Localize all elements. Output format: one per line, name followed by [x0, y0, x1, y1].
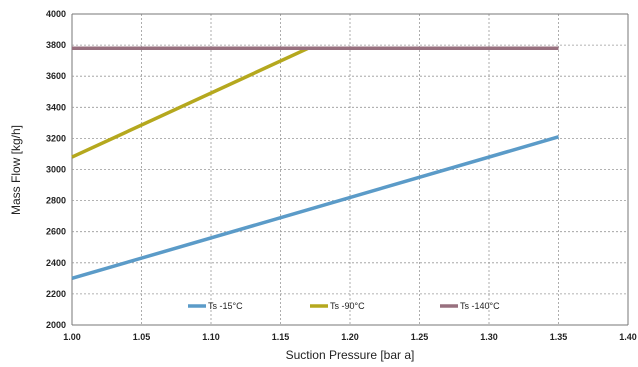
x-tick-label: 1.10: [202, 332, 220, 342]
x-tick-label: 1.40: [619, 332, 637, 342]
series-lines: [71, 46, 559, 281]
y-tick-label: 4000: [46, 9, 66, 19]
series-line: [71, 135, 559, 281]
x-tick-label: 1.25: [411, 332, 429, 342]
y-tick-label: 2200: [46, 289, 66, 299]
y-tick-label: 3600: [46, 71, 66, 81]
y-tick-label: 2400: [46, 258, 66, 268]
x-tick-label: 1.15: [272, 332, 290, 342]
legend: Ts -15°C Ts -90°C Ts -140°C: [188, 301, 500, 311]
y-tick-label: 2000: [46, 320, 66, 330]
x-tick-label: 1.05: [133, 332, 151, 342]
y-tick-label: 2600: [46, 227, 66, 237]
legend-label: Ts -15°C: [208, 301, 243, 311]
y-tick-label: 3000: [46, 165, 66, 175]
y-tick-label: 3200: [46, 133, 66, 143]
y-tick-labels: 2000 2200 2400 2600 2800 3000 3200 3400 3600 3800…: [46, 9, 66, 330]
x-axis-title: Suction Pressure [bar a]: [286, 348, 415, 362]
x-tick-label: 1.35: [550, 332, 568, 342]
x-tick-label: 1.20: [341, 332, 359, 342]
legend-label: Ts -140°C: [460, 301, 500, 311]
y-tick-label: 3400: [46, 102, 66, 112]
y-axis-title: Mass Flow [kg/h]: [9, 125, 23, 215]
grid: [71, 13, 629, 326]
legend-label: Ts -90°C: [330, 301, 365, 311]
x-tick-label: 1.30: [480, 332, 498, 342]
y-tick-label: 3800: [46, 40, 66, 50]
x-tick-label: 1.00: [63, 332, 81, 342]
x-tick-labels: 1.00 1.05 1.10 1.15 1.20 1.25 1.30 1.35 1.40: [63, 332, 637, 342]
y-tick-label: 2800: [46, 196, 66, 206]
